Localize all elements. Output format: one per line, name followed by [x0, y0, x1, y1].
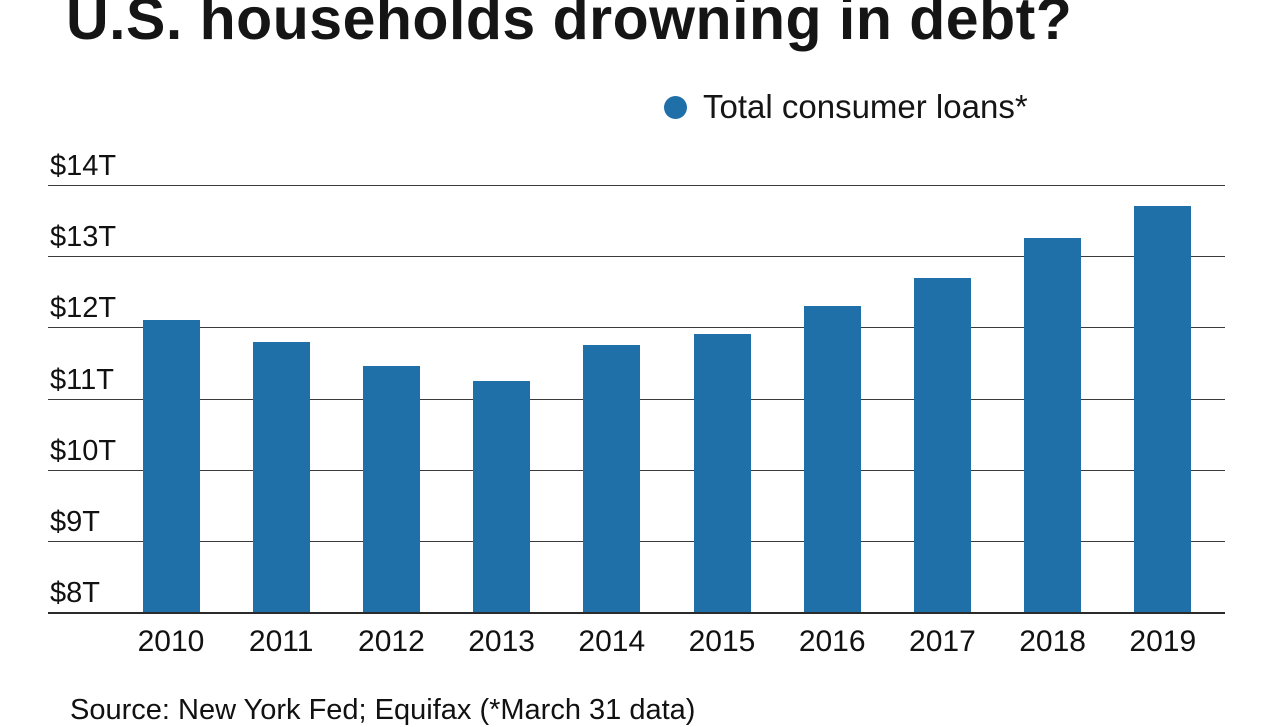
chart-title: U.S. households drowning in debt? [66, 0, 1073, 52]
plot-area: $14T $13T $12T $11T $10T $9T $8T 2010 2011 2012 20… [48, 150, 1225, 658]
x-tick-label: 2018 [1019, 625, 1086, 658]
y-tick-label: $10T [50, 434, 117, 467]
chart-legend: Total consumer loans* [664, 88, 1028, 126]
bar-2019 [1134, 206, 1192, 612]
bar-2011 [252, 341, 310, 612]
gridline [48, 256, 1225, 258]
y-tick-label: $9T [50, 505, 100, 538]
y-tick-label: $12T [50, 292, 117, 325]
bar-2010 [142, 320, 200, 612]
y-tick-label: $13T [50, 221, 117, 254]
bar-2013 [473, 380, 531, 612]
legend-dot-icon [664, 95, 687, 119]
x-tick-label: 2013 [468, 625, 535, 658]
gridline [48, 185, 1225, 186]
bar-2014 [583, 345, 641, 612]
x-tick-label: 2012 [358, 625, 425, 658]
bar-2012 [362, 366, 420, 612]
bar-2018 [1024, 238, 1082, 612]
x-tick-label: 2014 [578, 625, 646, 658]
x-tick-label: 2016 [798, 625, 866, 658]
gridline [48, 612, 1225, 614]
y-tick-label: $14T [50, 150, 117, 182]
y-tick-label: $8T [50, 577, 100, 609]
bar-2017 [913, 277, 971, 612]
x-tick-label: 2019 [1129, 625, 1197, 658]
bar-2015 [693, 334, 751, 612]
x-tick-label: 2017 [909, 625, 976, 658]
x-tick-label: 2010 [137, 625, 205, 658]
legend-label: Total consumer loans* [703, 88, 1028, 125]
x-tick-label: 2011 [248, 625, 314, 658]
gridline [48, 327, 1225, 329]
bar-2016 [803, 305, 861, 612]
y-tick-label: $11T [50, 363, 114, 396]
source-note: Source: New York Fed; Equifax (*March 31… [70, 694, 696, 726]
x-tick-label: 2015 [688, 625, 756, 658]
